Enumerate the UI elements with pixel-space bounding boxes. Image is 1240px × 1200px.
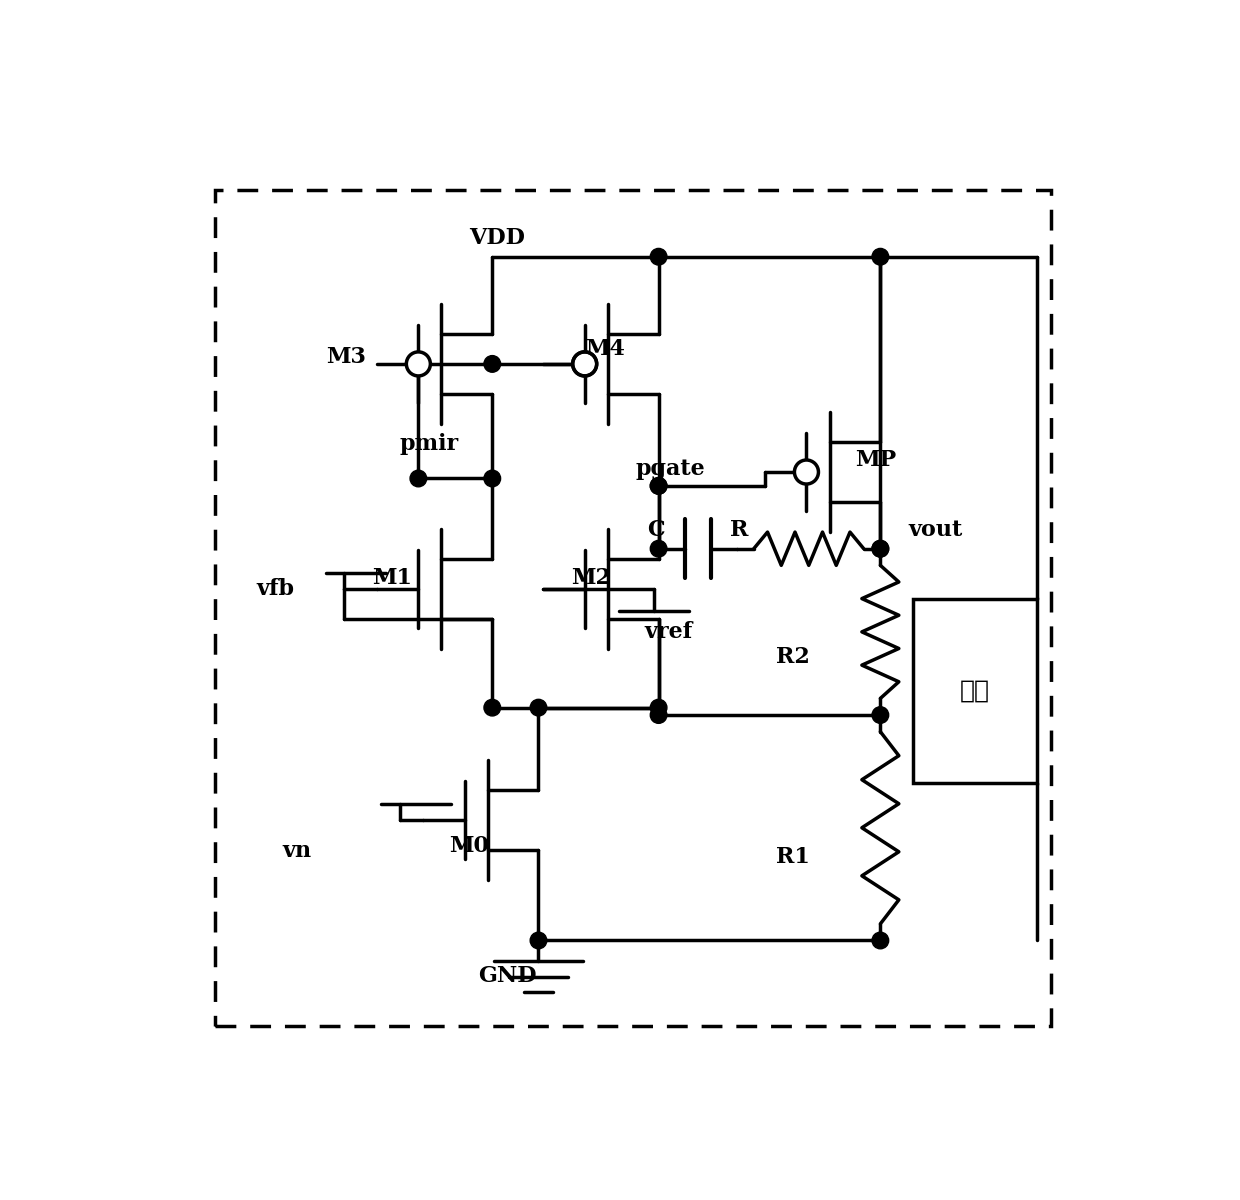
Circle shape <box>484 355 501 372</box>
Text: pmir: pmir <box>399 433 459 455</box>
Text: M2: M2 <box>570 568 611 589</box>
Circle shape <box>531 700 547 716</box>
Text: M0: M0 <box>449 835 489 857</box>
Text: MP: MP <box>856 449 897 472</box>
Circle shape <box>573 352 596 376</box>
Circle shape <box>650 478 667 494</box>
Text: C: C <box>647 520 665 541</box>
Text: R1: R1 <box>776 846 810 869</box>
Circle shape <box>872 932 889 949</box>
Text: VDD: VDD <box>469 227 525 250</box>
Circle shape <box>650 478 667 494</box>
Circle shape <box>531 932 547 949</box>
Circle shape <box>573 352 596 376</box>
Circle shape <box>484 700 501 716</box>
Circle shape <box>872 540 889 557</box>
Text: pgate: pgate <box>635 458 706 480</box>
Circle shape <box>650 707 667 724</box>
Text: M3: M3 <box>326 346 366 367</box>
Text: M4: M4 <box>585 338 625 360</box>
Text: R2: R2 <box>776 646 810 668</box>
Circle shape <box>650 540 667 557</box>
Circle shape <box>410 470 427 487</box>
Text: vfb: vfb <box>257 578 295 600</box>
Circle shape <box>872 540 889 557</box>
Text: vout: vout <box>908 520 962 541</box>
Circle shape <box>872 248 889 265</box>
Text: 负载: 负载 <box>960 679 990 703</box>
Text: M1: M1 <box>372 568 412 589</box>
Circle shape <box>650 700 667 716</box>
Bar <box>913 599 1038 784</box>
Circle shape <box>407 352 430 376</box>
Text: vn: vn <box>283 840 311 862</box>
Text: GND: GND <box>479 965 537 986</box>
Circle shape <box>484 470 501 487</box>
Text: vref: vref <box>645 620 693 643</box>
Text: R: R <box>730 520 748 541</box>
Circle shape <box>795 460 818 484</box>
Circle shape <box>650 248 667 265</box>
Circle shape <box>872 707 889 724</box>
